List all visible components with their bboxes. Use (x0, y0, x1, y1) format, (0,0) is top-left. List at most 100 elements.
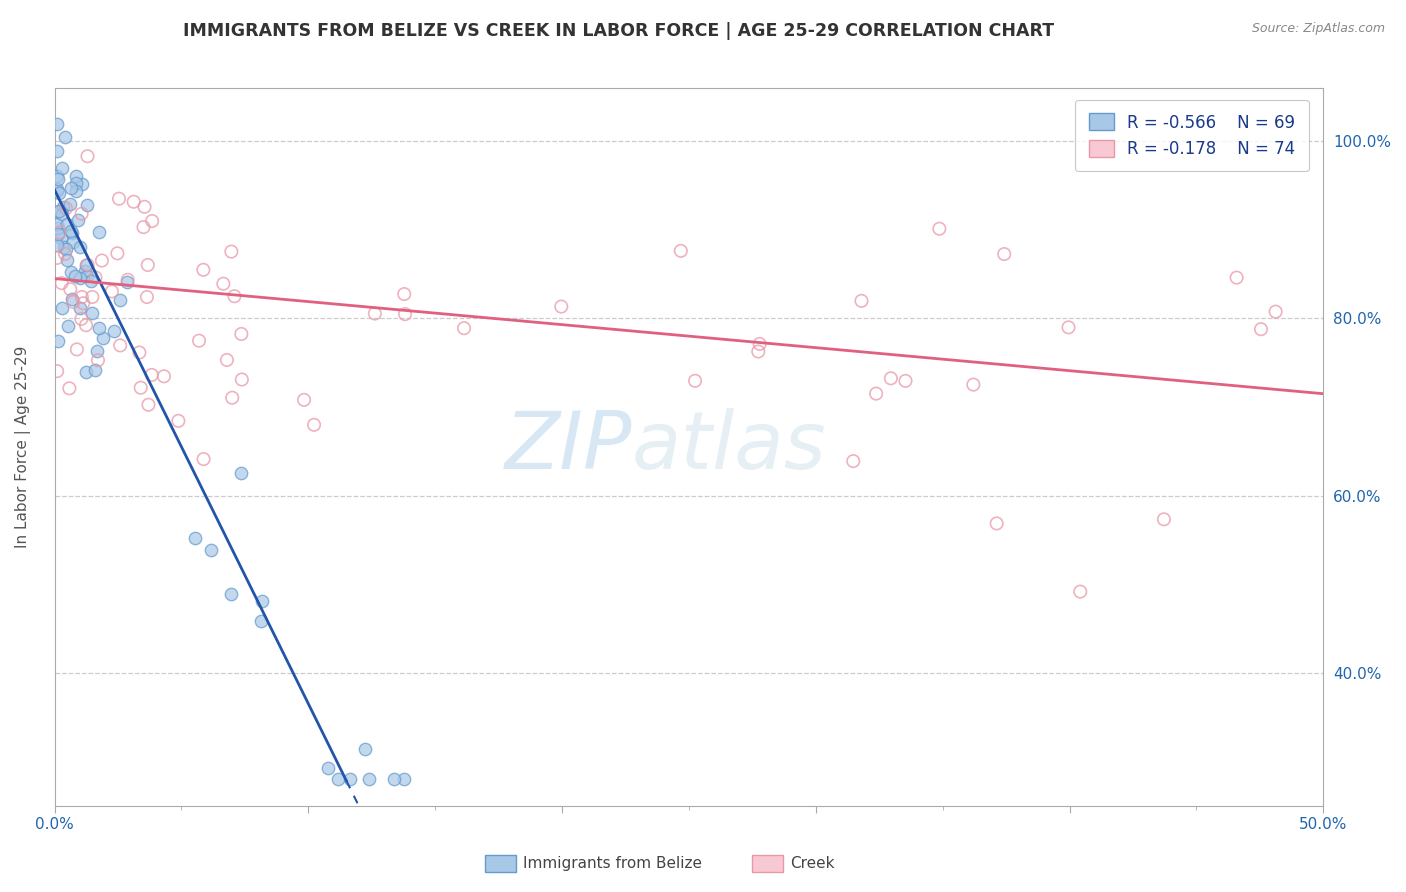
Point (65, 169, 87, 183)
Point (76, 268, 98, 283)
Point (122, 194, 145, 209)
Point (46, 227, 69, 241)
Point (76, 258, 98, 272)
Point (115, 275, 138, 289)
Point (75, 264, 97, 278)
Point (87, 353, 110, 368)
Point (70, 290, 93, 304)
Point (46, 117, 69, 131)
Point (72, 296, 94, 310)
Point (134, 200, 156, 214)
Point (66, 343, 89, 357)
Point (46, 218, 69, 232)
Point (550, 300, 572, 314)
Point (46, 184, 69, 198)
Point (117, 273, 139, 287)
Point (229, 466, 252, 480)
Point (60, 226, 83, 240)
Point (86, 344, 108, 359)
Point (316, 761, 339, 775)
Point (108, 338, 131, 352)
Point (683, 374, 706, 388)
Point (231, 326, 253, 341)
Point (48, 203, 70, 218)
Point (138, 398, 160, 412)
Point (136, 258, 159, 272)
Point (1264, 304, 1286, 318)
Point (108, 192, 131, 206)
Point (69, 270, 91, 285)
Point (53, 247, 76, 261)
Point (55, 201, 77, 215)
Point (84, 270, 107, 285)
Point (55, 217, 77, 231)
Point (928, 221, 950, 235)
Point (250, 594, 273, 608)
Point (52, 200, 75, 214)
Point (82, 290, 104, 304)
Point (46, 251, 69, 265)
Point (865, 386, 887, 401)
Point (141, 368, 163, 382)
Point (84, 363, 107, 377)
Point (60, 292, 83, 306)
Point (46, 144, 69, 158)
Point (184, 531, 207, 545)
Point (453, 321, 475, 335)
Point (231, 372, 253, 386)
Point (200, 543, 222, 558)
Point (153, 369, 176, 384)
Point (193, 262, 215, 277)
Point (62, 294, 84, 309)
Point (76, 149, 98, 163)
Point (69, 301, 91, 315)
Point (128, 345, 150, 359)
Point (188, 334, 211, 348)
Point (58, 381, 80, 395)
Point (56, 319, 79, 334)
Point (53, 130, 76, 145)
Point (1057, 320, 1080, 334)
Point (993, 247, 1015, 261)
Point (394, 772, 416, 786)
Point (326, 772, 349, 786)
Point (59, 196, 82, 211)
Text: IMMIGRANTS FROM BELIZE VS CREEK IN LABOR FORCE | AGE 25-29 CORRELATION CHART: IMMIGRANTS FROM BELIZE VS CREEK IN LABOR… (183, 22, 1054, 40)
Point (59, 265, 82, 279)
Point (46, 220, 69, 235)
Point (292, 392, 315, 407)
Point (52, 239, 75, 253)
Point (59, 181, 82, 195)
Point (382, 772, 405, 786)
Point (80, 306, 103, 320)
Point (46, 205, 69, 219)
Text: Source: ZipAtlas.com: Source: ZipAtlas.com (1251, 22, 1385, 36)
Point (56, 252, 79, 267)
Point (747, 344, 769, 359)
Point (65, 176, 87, 190)
Point (62, 235, 84, 249)
Point (90, 253, 112, 268)
Point (986, 516, 1008, 531)
Point (87, 321, 110, 335)
Point (46, 364, 69, 378)
Point (250, 614, 273, 628)
Point (851, 293, 873, 308)
Point (66, 213, 89, 227)
Point (46, 334, 69, 348)
Point (101, 285, 124, 299)
Point (1153, 512, 1175, 526)
Point (91, 331, 114, 345)
Point (221, 391, 243, 405)
Point (135, 290, 157, 304)
Point (87, 225, 110, 239)
Point (103, 324, 125, 338)
Point (48, 225, 70, 239)
Point (215, 353, 238, 368)
Point (748, 337, 770, 351)
Point (105, 246, 128, 260)
Point (302, 417, 325, 432)
Point (1250, 322, 1272, 336)
Point (132, 220, 155, 235)
Point (75, 365, 97, 379)
